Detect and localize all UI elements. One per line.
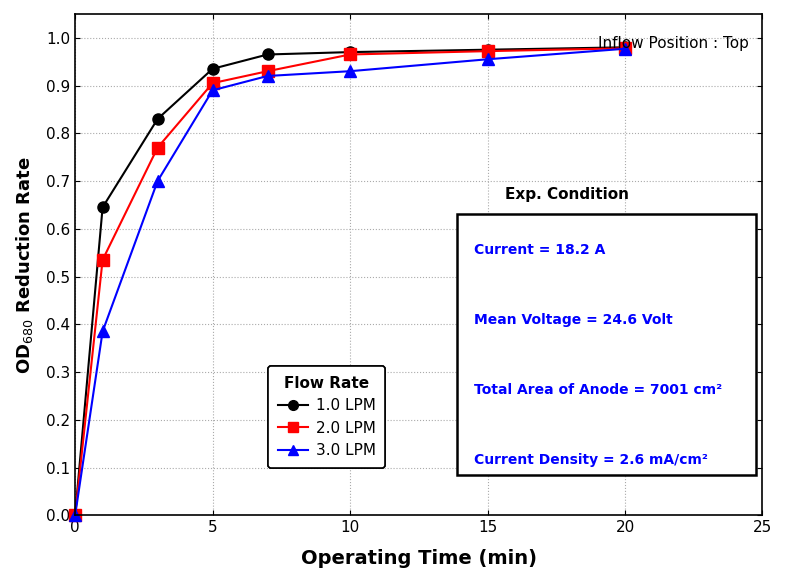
Text: Mean Voltage = 24.6 Volt: Mean Voltage = 24.6 Volt (474, 313, 673, 327)
3.0 LPM (153, 178, 163, 184)
2.0 LPM (71, 512, 80, 519)
1.0 LPM (208, 65, 217, 72)
Line: 1.0 LPM: 1.0 LPM (69, 42, 630, 521)
1.0 LPM (345, 49, 354, 56)
Text: Inflow Position : Top: Inflow Position : Top (598, 37, 749, 51)
2.0 LPM (483, 48, 492, 55)
Text: Current Density = 2.6 mA/cm²: Current Density = 2.6 mA/cm² (474, 453, 707, 467)
1.0 LPM (483, 46, 492, 53)
Text: Exp. Condition: Exp. Condition (505, 187, 629, 202)
Y-axis label: OD$_{680}$ Reduction Rate: OD$_{680}$ Reduction Rate (14, 156, 35, 374)
3.0 LPM (620, 45, 630, 52)
1.0 LPM (71, 512, 80, 519)
1.0 LPM (263, 51, 272, 58)
Text: Total Area of Anode = 7001 cm²: Total Area of Anode = 7001 cm² (474, 383, 722, 397)
2.0 LPM (208, 80, 217, 87)
Text: Current = 18.2 A: Current = 18.2 A (474, 243, 605, 257)
1.0 LPM (98, 204, 108, 211)
X-axis label: Operating Time (min): Operating Time (min) (301, 549, 537, 568)
2.0 LPM (263, 68, 272, 74)
2.0 LPM (345, 51, 354, 58)
3.0 LPM (71, 512, 80, 519)
Line: 2.0 LPM: 2.0 LPM (69, 42, 630, 521)
3.0 LPM (345, 68, 354, 74)
1.0 LPM (153, 115, 163, 122)
2.0 LPM (620, 45, 630, 52)
Legend: 1.0 LPM, 2.0 LPM, 3.0 LPM: 1.0 LPM, 2.0 LPM, 3.0 LPM (268, 366, 385, 467)
2.0 LPM (98, 256, 108, 263)
Line: 3.0 LPM: 3.0 LPM (69, 43, 630, 521)
3.0 LPM (98, 328, 108, 335)
1.0 LPM (620, 44, 630, 51)
3.0 LPM (263, 73, 272, 80)
3.0 LPM (483, 56, 492, 63)
2.0 LPM (153, 144, 163, 151)
3.0 LPM (208, 87, 217, 94)
FancyBboxPatch shape (457, 215, 755, 475)
